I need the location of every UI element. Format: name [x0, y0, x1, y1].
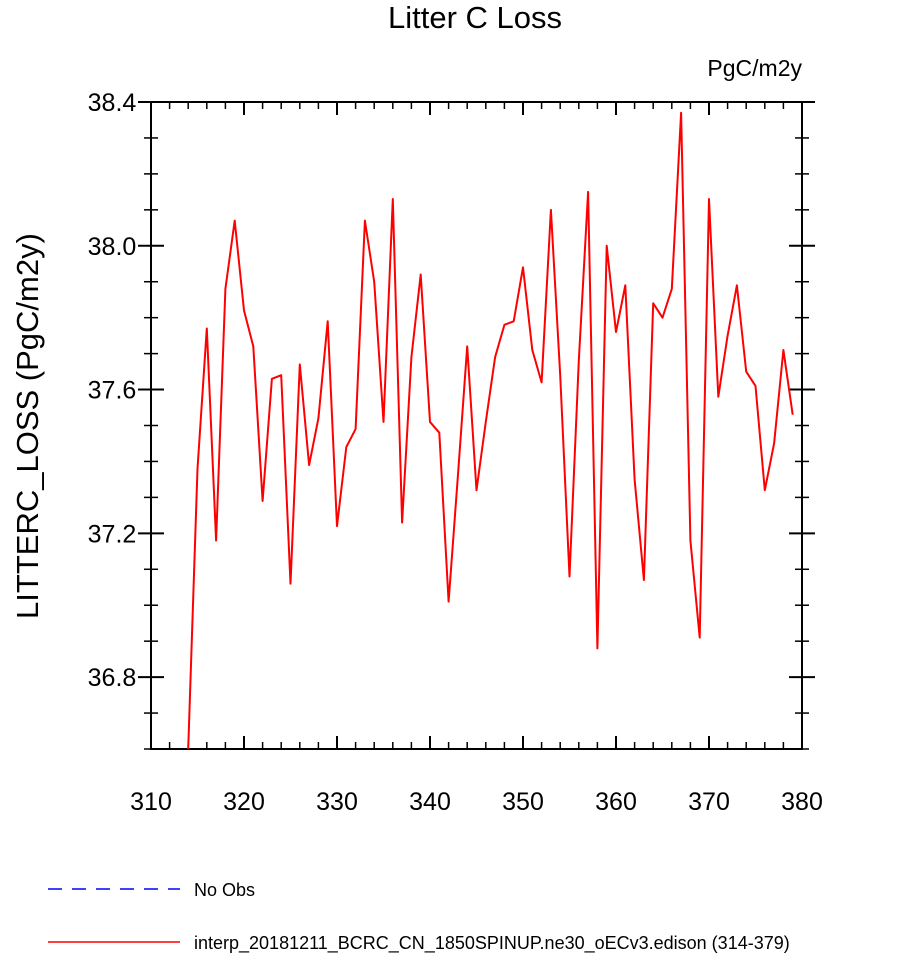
x-tick-label: 330 — [316, 788, 358, 816]
y-tick-label: 38.4 — [88, 89, 137, 117]
y-axis-label: LITTERC_LOSS (PgC/m2y) — [10, 233, 45, 619]
chart-title: Litter C Loss — [388, 0, 562, 35]
y-tick-labels: 36.8 37.2 37.6 38.0 38.4 — [88, 89, 137, 692]
x-tick-label: 380 — [781, 788, 823, 816]
axis-ticks — [138, 101, 815, 750]
x-tick-label: 350 — [502, 788, 544, 816]
x-tick-label: 320 — [223, 788, 265, 816]
y-tick-label: 37.2 — [88, 520, 137, 548]
series-line-1 — [187, 111, 794, 749]
x-tick-labels: 310 320 330 340 350 360 370 380 — [130, 788, 823, 816]
series-layer — [187, 111, 794, 749]
units-label: PgC/m2y — [707, 55, 802, 81]
x-tick-label: 360 — [595, 788, 637, 816]
legend: No Obs interp_20181211_BCRC_CN_1850SPINU… — [48, 880, 790, 954]
y-tick-label: 37.6 — [88, 377, 137, 405]
legend-label-model-run: interp_20181211_BCRC_CN_1850SPINUP.ne30_… — [194, 933, 790, 954]
x-tick-label: 340 — [409, 788, 451, 816]
x-tick-label: 370 — [688, 788, 730, 816]
y-tick-label: 36.8 — [88, 664, 137, 692]
y-tick-label: 38.0 — [88, 233, 137, 261]
legend-label-no-obs: No Obs — [194, 880, 255, 900]
x-tick-label: 310 — [130, 788, 172, 816]
